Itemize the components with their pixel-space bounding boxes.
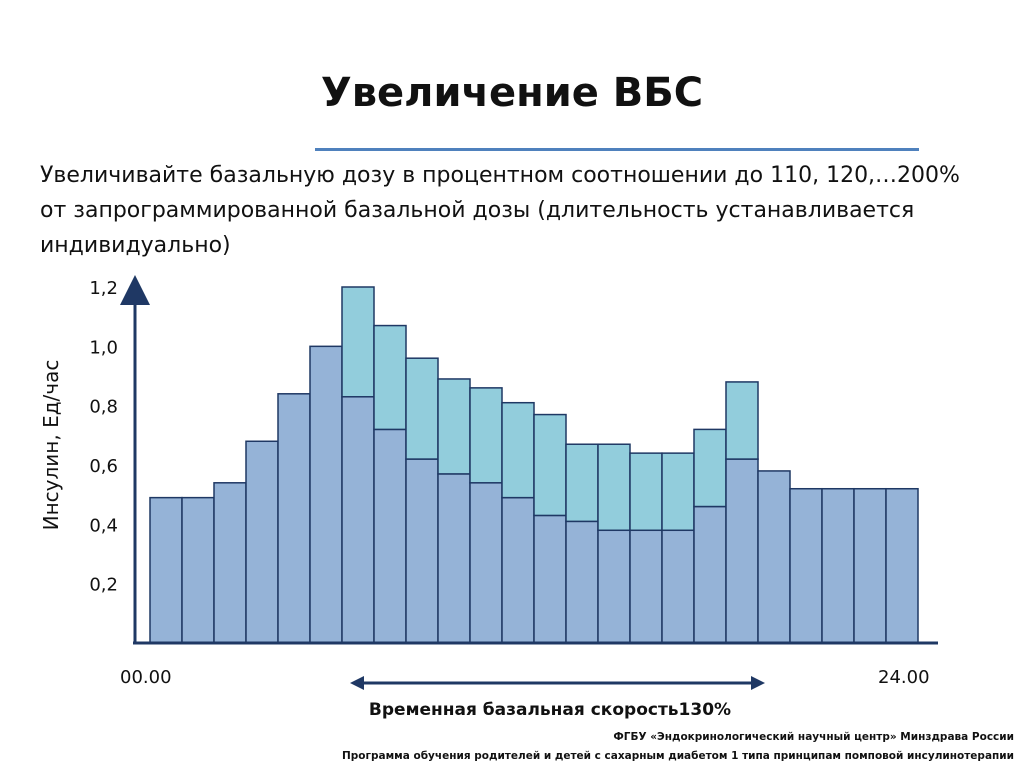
bar-base-8 <box>405 458 439 644</box>
bar-base-15 <box>629 529 663 644</box>
bar-temp-increase-14 <box>597 443 631 532</box>
bar-base-20 <box>789 487 823 644</box>
temp-basal-range-arrow <box>350 676 765 690</box>
bar-base-21 <box>821 487 855 644</box>
bar-base-10 <box>469 482 503 644</box>
bar-temp-increase-8 <box>405 357 439 460</box>
bar-temp-increase-13 <box>565 443 599 523</box>
title-divider <box>315 148 919 151</box>
bar-temp-increase-17 <box>693 428 727 508</box>
bar-base-23 <box>885 487 919 644</box>
temp-basal-rate-label: Временная базальная скорость130% <box>368 700 732 720</box>
y-tick-labels: 0,2 0,4 0,6 0,8 1,0 1,2 <box>89 278 118 596</box>
bar-base-22 <box>853 487 887 644</box>
y-tick-label: 0,6 <box>89 456 118 477</box>
bar-base-19 <box>757 470 791 644</box>
bar-temp-increase-11 <box>501 401 535 499</box>
bar-base-2 <box>213 482 247 644</box>
bars-group <box>149 286 919 644</box>
bar-temp-increase-15 <box>629 452 663 532</box>
bar-base-14 <box>597 529 631 644</box>
y-tick-label: 0,2 <box>89 575 118 596</box>
x-start-label: 00.00 <box>120 667 172 688</box>
footer-organization: ФГБУ «Эндокринологический научный центр»… <box>613 731 1014 743</box>
bar-base-0 <box>149 496 183 644</box>
bar-base-12 <box>533 514 567 644</box>
bar-base-9 <box>437 473 471 644</box>
y-tick-label: 1,2 <box>89 278 118 299</box>
y-tick-label: 0,4 <box>89 515 118 536</box>
bar-base-13 <box>565 520 599 644</box>
bar-base-17 <box>693 505 727 644</box>
slide-title: Увеличение ВБС <box>320 70 704 116</box>
bar-base-3 <box>245 440 279 644</box>
bar-temp-increase-6 <box>341 286 375 398</box>
slide-body-text: Увеличивайте базальную дозу в процентном… <box>40 163 960 258</box>
bar-temp-increase-18 <box>725 381 759 460</box>
bar-base-7 <box>373 428 407 644</box>
bar-base-18 <box>725 458 759 644</box>
y-axis-title: Инсулин, Ед/час <box>39 360 63 531</box>
bar-base-11 <box>501 496 535 644</box>
bar-temp-increase-7 <box>373 324 407 431</box>
x-end-label: 24.00 <box>878 667 930 688</box>
bar-base-16 <box>661 529 695 644</box>
y-tick-label: 0,8 <box>89 397 118 418</box>
bar-base-6 <box>341 396 375 644</box>
y-tick-label: 1,0 <box>89 337 118 358</box>
bar-base-1 <box>181 496 215 644</box>
bar-base-5 <box>309 345 343 644</box>
bar-temp-increase-9 <box>437 378 471 475</box>
bar-temp-increase-12 <box>533 413 567 517</box>
bar-temp-increase-10 <box>469 387 503 484</box>
bar-temp-increase-16 <box>661 452 695 532</box>
footer-program: Программа обучения родителей и детей с с… <box>342 750 1014 762</box>
bar-base-4 <box>277 393 311 644</box>
